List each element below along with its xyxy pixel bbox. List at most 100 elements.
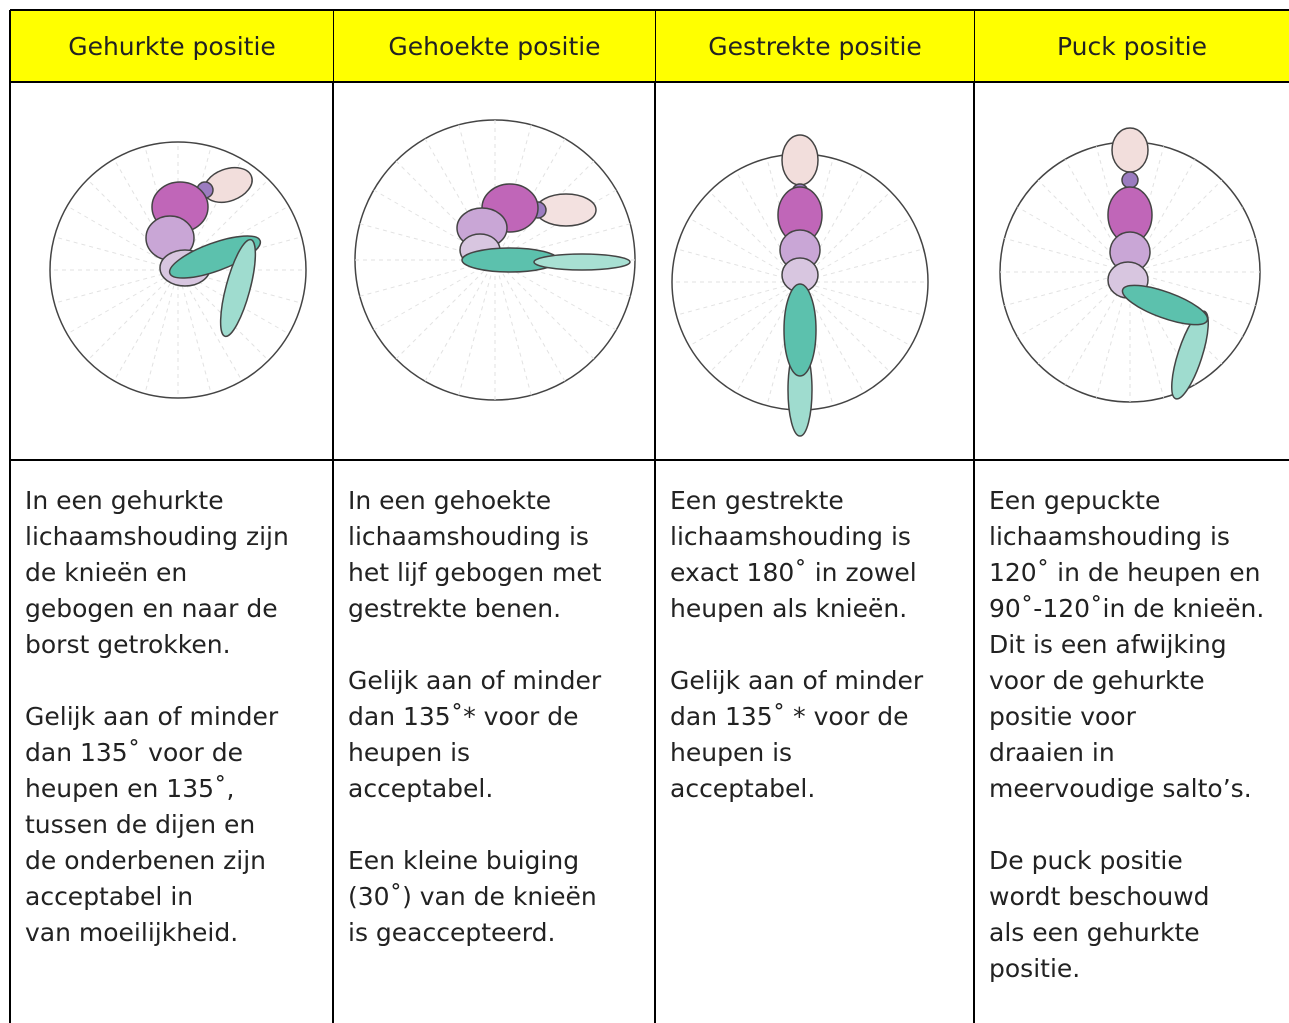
description-cell: In een gehurkte lichaamshouding zijn de kn… xyxy=(11,461,333,1023)
dial-spoke xyxy=(676,281,801,316)
dial-spoke xyxy=(1004,237,1131,273)
column-header: Gehurkte positie xyxy=(11,11,333,81)
description-line: In een gehoekte xyxy=(348,486,552,515)
figure-puck xyxy=(1107,127,1209,400)
dial-spoke xyxy=(799,170,865,283)
dial-spoke xyxy=(1017,206,1131,273)
description-line: heupen is xyxy=(348,738,471,767)
dial-spoke xyxy=(799,217,912,283)
description-line: gebogen en naar de xyxy=(25,594,278,623)
dial-spoke xyxy=(799,281,891,373)
dial-spoke xyxy=(494,259,532,396)
description-line: lichaamshouding is xyxy=(348,522,589,551)
description-line: lichaamshouding is xyxy=(989,522,1230,551)
description-line: acceptabel in xyxy=(25,882,194,911)
description-cell: Een gepuckte lichaamshouding is 120˚ in de… xyxy=(975,461,1289,1023)
dial-spoke xyxy=(1129,271,1196,385)
dial-spoke xyxy=(177,179,269,271)
dial-spoke xyxy=(688,217,801,283)
description-line: gestrekte benen. xyxy=(348,594,562,623)
dial-spoke xyxy=(424,259,496,382)
description-line: Dit is een afwijking xyxy=(989,630,1227,659)
dial-spoke xyxy=(735,281,801,394)
description-line: draaien in xyxy=(989,738,1115,767)
description-line: dan 135˚* voor de xyxy=(348,702,579,731)
description-line: positie. xyxy=(989,954,1081,983)
dial-spoke xyxy=(1095,271,1131,398)
dial-spoke xyxy=(735,170,801,283)
description-line: lichaamshouding is xyxy=(670,522,911,551)
dial-spoke xyxy=(1064,271,1131,385)
dial-spoke xyxy=(87,269,179,361)
description-line: tussen de dijen en xyxy=(25,810,256,839)
dial-spoke xyxy=(709,281,801,373)
description-line: Gelijk aan of minder xyxy=(348,666,602,695)
dial-spoke xyxy=(1129,271,1165,398)
dial-spoke xyxy=(458,259,496,396)
header-text: Gehurkte positie xyxy=(68,31,276,61)
description-line: In een gehurkte xyxy=(25,486,224,515)
description-line: Een kleine buiging xyxy=(348,846,580,875)
dial-spoke xyxy=(1064,159,1131,273)
description-line: heupen is xyxy=(670,738,793,767)
dial-spoke xyxy=(87,179,179,271)
dial-spoke xyxy=(1017,271,1131,338)
column-header: Gehoekte positie xyxy=(334,11,655,81)
dial-spoke xyxy=(66,269,179,335)
description-line: Een gepuckte xyxy=(989,486,1161,515)
dial-spoke xyxy=(1129,206,1243,273)
dial-spoke xyxy=(494,259,595,360)
dial-spoke xyxy=(66,205,179,271)
dial-spoke xyxy=(1037,179,1131,273)
figure-straight xyxy=(777,134,823,437)
description-cell: In een gehoekte lichaamshouding is het lij… xyxy=(334,461,655,1023)
dial-spoke xyxy=(113,269,179,382)
description-line: acceptabel. xyxy=(348,774,494,803)
description-line: het lijf gebogen met xyxy=(348,558,602,587)
dial-spoke xyxy=(799,281,834,406)
dial-spoke xyxy=(54,269,179,304)
description-line: Een gestrekte xyxy=(670,486,844,515)
description-line: de knieën en xyxy=(25,558,188,587)
description-line: 120˚ in de heupen en xyxy=(989,558,1261,587)
description-line: De puck positie xyxy=(989,846,1183,875)
dial-spoke xyxy=(144,269,179,394)
description-line: acceptabel. xyxy=(670,774,816,803)
dial-spoke xyxy=(676,248,801,283)
dial-spoke xyxy=(799,281,912,347)
figure-tuck xyxy=(145,166,262,338)
dial-spoke xyxy=(709,191,801,283)
description-line: is geaccepteerd. xyxy=(348,918,556,947)
description-line: meervoudige salto’s. xyxy=(989,774,1252,803)
description-line: exact 180˚ in zowel xyxy=(670,558,917,587)
dial-spoke xyxy=(1004,271,1131,307)
description-line: positie voor xyxy=(989,702,1136,731)
description-line: als een gehurkte xyxy=(989,918,1200,947)
description-line: 90˚-120˚in de knieën. xyxy=(989,594,1265,623)
description-line: dan 135˚ * voor de xyxy=(670,702,909,731)
dial-spoke xyxy=(177,269,212,394)
dial xyxy=(49,141,307,399)
description-line: Gelijk aan of minder xyxy=(670,666,924,695)
header-text: Puck positie xyxy=(1057,31,1207,61)
description-line: borst getrokken. xyxy=(25,630,231,659)
dial-spoke xyxy=(54,236,179,271)
dial-spoke xyxy=(494,259,566,382)
dial-spoke xyxy=(373,259,496,331)
table-borders xyxy=(9,9,1289,1023)
dial-spoke xyxy=(1129,271,1256,307)
dial-spoke xyxy=(395,259,496,360)
dial-spoke xyxy=(799,281,924,316)
column-header: Gestrekte positie xyxy=(656,11,974,81)
description-line: wordt beschouwd xyxy=(989,882,1210,911)
description-line: heupen en 135˚, xyxy=(25,774,235,803)
header-text: Gestrekte positie xyxy=(708,31,922,61)
description-line: (30˚) van de knieën xyxy=(348,882,597,911)
description-line: dan 135˚ voor de xyxy=(25,738,244,767)
header-text: Gehoekte positie xyxy=(388,31,601,61)
dial-spoke xyxy=(799,191,891,283)
description-line: heupen als knieën. xyxy=(670,594,908,623)
dial-spoke xyxy=(766,281,801,406)
dial-spoke xyxy=(1129,179,1223,273)
